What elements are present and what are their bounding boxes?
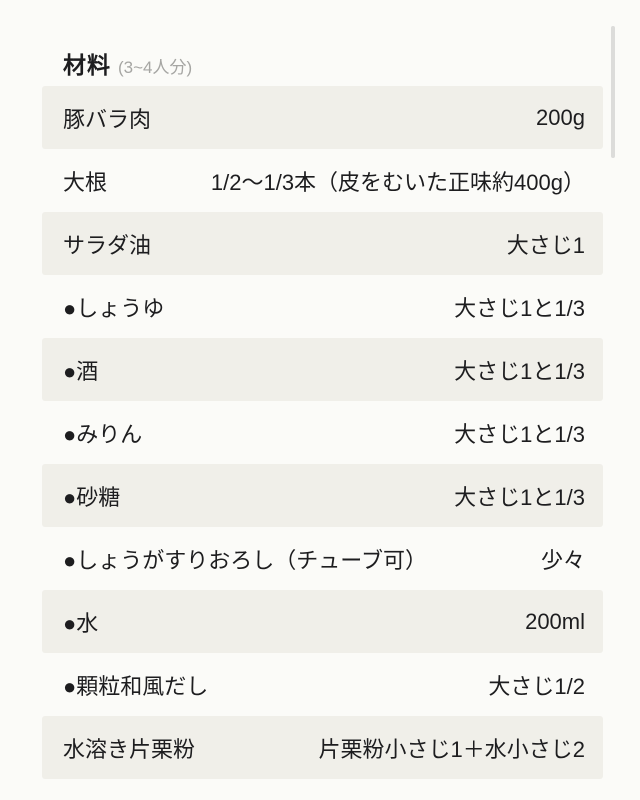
scrollbar-thumb[interactable] — [611, 26, 615, 158]
ingredient-amount: 大さじ1 — [506, 232, 585, 258]
ingredient-name: ●しょうがすりおろし（チューブ可） — [63, 547, 427, 573]
ingredient-row: ●しょうがすりおろし（チューブ可） 少々 — [42, 527, 603, 590]
ingredient-name: 大根 — [63, 169, 108, 195]
ingredient-row: サラダ油 大さじ1 — [42, 212, 603, 275]
ingredient-name: 水溶き片栗粉 — [63, 736, 196, 762]
ingredient-row: ●水 200ml — [42, 590, 603, 653]
ingredient-row: ●みりん 大さじ1と1/3 — [42, 401, 603, 464]
ingredient-name: ●水 — [63, 610, 99, 636]
ingredient-list: 豚バラ肉 200g 大根 1/2～1/3本（皮をむいた正味約400g） サラダ油… — [42, 86, 603, 779]
ingredient-name: ●酒 — [63, 358, 99, 384]
ingredient-amount: 大さじ1と1/3 — [454, 358, 585, 384]
ingredient-name: ●顆粒和風だし — [63, 673, 209, 699]
ingredient-amount: 片栗粉小さじ1＋水小さじ2 — [318, 736, 585, 762]
ingredient-name: 豚バラ肉 — [63, 106, 152, 132]
servings-label: (3~4人分) — [118, 58, 193, 77]
ingredient-name: ●しょうゆ — [63, 295, 165, 321]
ingredient-row: ●しょうゆ 大さじ1と1/3 — [42, 275, 603, 338]
ingredient-amount: 200ml — [525, 608, 585, 634]
ingredient-amount: 大さじ1と1/3 — [454, 484, 585, 510]
ingredient-row: 水溶き片栗粉 片栗粉小さじ1＋水小さじ2 — [42, 716, 603, 779]
ingredient-amount: 大さじ1と1/3 — [454, 295, 585, 321]
ingredient-amount: 少々 — [540, 547, 585, 573]
ingredient-amount: 大さじ1/2 — [488, 673, 585, 699]
ingredient-name: ●砂糖 — [63, 484, 121, 510]
ingredient-row: 大根 1/2～1/3本（皮をむいた正味約400g） — [42, 149, 603, 212]
ingredient-row: ●顆粒和風だし 大さじ1/2 — [42, 653, 603, 716]
ingredient-amount: 200g — [536, 104, 585, 130]
ingredients-header: 材料 (3~4人分) — [42, 44, 603, 86]
section-title: 材料 — [63, 52, 111, 78]
ingredient-row: 豚バラ肉 200g — [42, 86, 603, 149]
ingredient-amount: 1/2～1/3本（皮をむいた正味約400g） — [210, 169, 585, 195]
recipe-ingredients-panel: 材料 (3~4人分) 豚バラ肉 200g 大根 1/2～1/3本（皮をむいた正味… — [42, 44, 603, 779]
ingredient-amount: 大さじ1と1/3 — [454, 421, 585, 447]
ingredient-name: ●みりん — [63, 421, 143, 447]
ingredient-name: サラダ油 — [63, 232, 152, 258]
ingredient-row: ●砂糖 大さじ1と1/3 — [42, 464, 603, 527]
ingredient-row: ●酒 大さじ1と1/3 — [42, 338, 603, 401]
